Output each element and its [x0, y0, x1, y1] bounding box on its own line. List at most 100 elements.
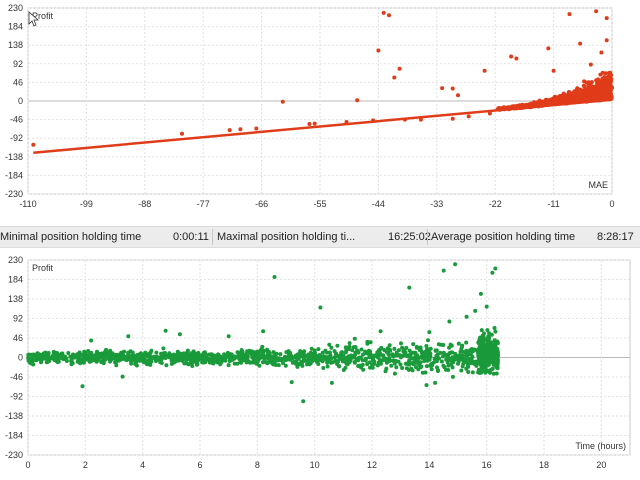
- data-point: [356, 350, 361, 355]
- data-point: [113, 360, 117, 365]
- y-axis-label: Profit: [32, 11, 54, 21]
- data-point: [414, 365, 418, 370]
- data-point: [378, 329, 383, 334]
- data-point: [582, 79, 587, 84]
- data-point: [35, 351, 40, 356]
- data-point: [257, 363, 262, 368]
- data-point: [435, 365, 439, 370]
- data-point: [374, 353, 379, 358]
- data-point: [428, 346, 433, 351]
- data-point: [178, 351, 183, 356]
- data-point: [202, 355, 207, 359]
- data-point: [447, 319, 452, 324]
- data-point: [348, 358, 353, 363]
- y-tick-label: 0: [18, 96, 23, 106]
- data-point: [600, 70, 605, 75]
- data-point: [104, 347, 108, 352]
- data-point: [596, 85, 601, 90]
- y-axis-label: Profit: [32, 263, 54, 273]
- x-tick-label: -33: [430, 199, 443, 209]
- data-point: [605, 82, 610, 87]
- x-tick-label: -44: [372, 199, 385, 209]
- data-point: [570, 92, 575, 97]
- data-point: [232, 361, 237, 366]
- data-point: [567, 12, 572, 17]
- data-point: [440, 86, 445, 91]
- data-point: [108, 348, 113, 353]
- data-point: [434, 359, 439, 364]
- data-point: [573, 96, 578, 101]
- data-point: [418, 365, 423, 370]
- data-point: [487, 111, 492, 116]
- data-point: [493, 266, 498, 271]
- data-point: [312, 353, 317, 358]
- data-point: [309, 346, 314, 351]
- data-point: [494, 371, 499, 376]
- data-point: [478, 291, 483, 296]
- data-point: [381, 353, 386, 358]
- data-point: [453, 351, 458, 356]
- holding-time-stats-bar: Minimal position holding time 0:00:11 Ma…: [0, 226, 640, 248]
- x-tick-label: 2: [83, 460, 88, 470]
- data-point: [450, 350, 455, 355]
- data-point: [113, 353, 118, 358]
- data-point: [351, 355, 356, 360]
- data-point: [126, 350, 131, 355]
- data-point: [584, 92, 589, 97]
- data-point: [64, 359, 69, 363]
- data-point: [68, 354, 73, 359]
- data-point: [340, 354, 344, 358]
- data-point: [411, 357, 416, 361]
- data-point: [363, 358, 368, 363]
- data-point: [589, 91, 594, 96]
- data-point: [347, 341, 352, 346]
- data-point: [117, 358, 122, 363]
- data-point: [453, 262, 458, 267]
- data-point: [593, 93, 598, 98]
- data-point: [426, 338, 430, 343]
- y-tick-label: 138: [8, 40, 23, 50]
- data-point: [324, 357, 329, 362]
- data-point: [113, 357, 118, 362]
- x-tick-label: 4: [140, 460, 145, 470]
- data-point: [370, 356, 375, 361]
- data-point: [398, 362, 403, 367]
- y-tick-label: -92: [10, 392, 23, 402]
- data-point: [368, 365, 372, 370]
- y-tick-label: 184: [8, 22, 23, 32]
- y-tick-label: 92: [13, 59, 23, 69]
- data-point: [276, 363, 281, 368]
- x-tick-label: 14: [424, 460, 434, 470]
- data-point: [160, 351, 164, 356]
- x-tick-label: -55: [313, 199, 326, 209]
- data-point: [323, 348, 328, 353]
- data-point: [479, 328, 484, 333]
- data-point: [359, 347, 364, 352]
- data-point: [172, 359, 177, 364]
- max-holding-time-value: 16:25:02: [388, 231, 431, 243]
- data-point: [368, 340, 373, 345]
- data-point: [481, 353, 485, 358]
- data-point: [364, 350, 369, 355]
- data-point: [492, 353, 497, 357]
- data-point: [226, 363, 231, 368]
- data-point: [379, 345, 384, 350]
- data-point: [387, 13, 391, 18]
- y-tick-label: 92: [13, 314, 23, 324]
- data-point: [261, 360, 265, 365]
- data-point: [291, 356, 295, 360]
- data-point: [596, 77, 600, 82]
- data-point: [261, 348, 266, 353]
- x-tick-label: 0: [25, 460, 30, 470]
- data-point: [555, 95, 560, 100]
- data-point: [238, 351, 243, 355]
- data-point: [446, 368, 451, 372]
- data-point: [281, 361, 285, 365]
- data-point: [89, 338, 94, 343]
- data-point: [477, 337, 482, 342]
- data-point: [339, 350, 344, 355]
- data-point: [146, 352, 151, 357]
- data-point: [365, 339, 370, 344]
- data-point: [272, 353, 277, 358]
- data-point: [343, 356, 348, 361]
